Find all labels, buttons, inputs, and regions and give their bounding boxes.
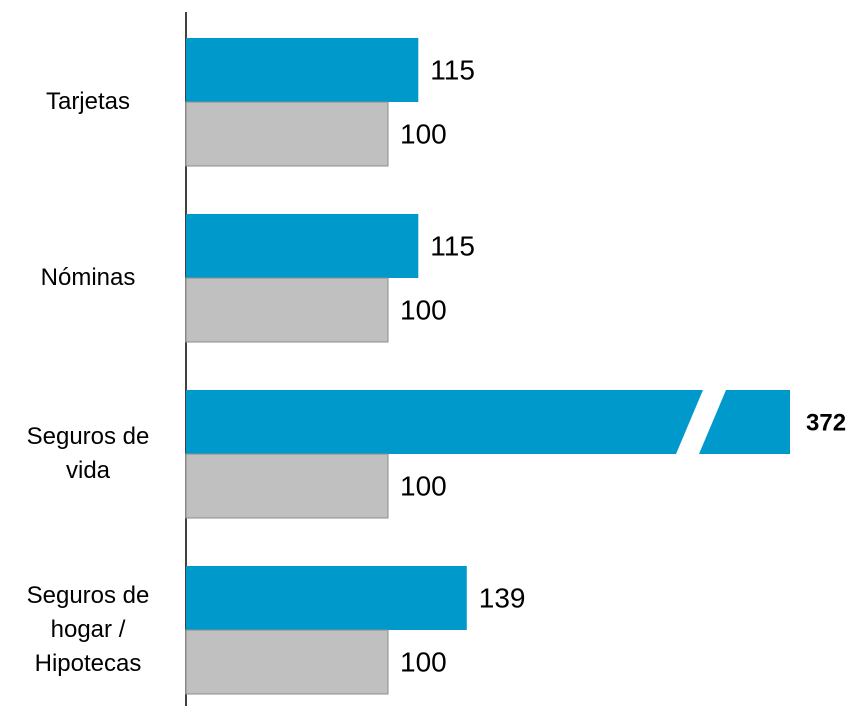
category-label: Tarjetas	[45, 88, 131, 115]
bar	[185, 629, 389, 695]
value-label: 139	[479, 582, 526, 613]
value-label: 100	[400, 470, 447, 501]
bar-segment	[186, 390, 703, 454]
bar-segment	[699, 390, 790, 454]
value-label: 115	[430, 230, 475, 261]
bar	[186, 390, 790, 454]
bar	[186, 214, 419, 278]
value-label: 372	[806, 409, 846, 436]
value-label: 115	[430, 54, 475, 85]
bar	[185, 277, 389, 343]
value-label: 100	[400, 294, 447, 325]
value-label: 100	[400, 646, 447, 677]
category-label: Seguros de vida	[26, 423, 150, 484]
category-label: Seguros de hogar / Hipotecas	[26, 582, 150, 677]
bar	[186, 566, 467, 630]
value-label: 100	[400, 118, 447, 149]
bar	[186, 38, 419, 102]
category-label: Nóminas	[40, 264, 136, 291]
bar	[185, 453, 389, 519]
bar	[185, 101, 389, 167]
